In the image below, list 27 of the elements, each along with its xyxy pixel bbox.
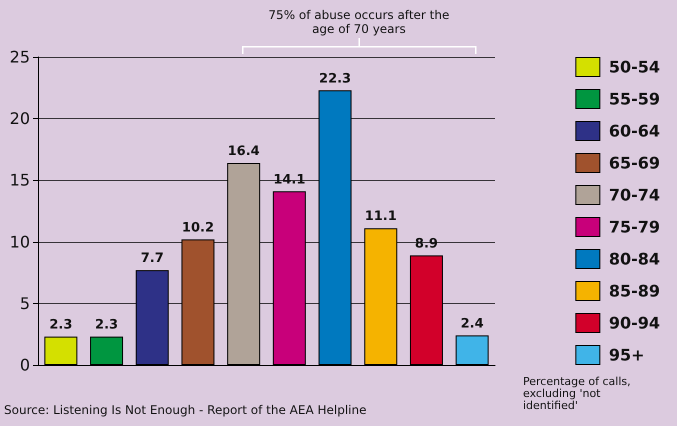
data-label: 10.2 bbox=[182, 220, 214, 236]
legend-label: 65-69 bbox=[608, 154, 660, 172]
data-label: 11.1 bbox=[364, 209, 397, 224]
text: 75% of abuse occurs after the age of 70 years bbox=[267, 8, 450, 36]
data-label: 16.4 bbox=[228, 144, 260, 159]
data-label: 2.3 bbox=[49, 318, 72, 333]
data-label: 2.4 bbox=[460, 316, 484, 332]
legend-label: 80-84 bbox=[608, 250, 660, 268]
legend-label: 75-79 bbox=[608, 218, 660, 236]
legend-label: 55-59 bbox=[608, 90, 660, 108]
y-tick-label: 10 bbox=[10, 232, 30, 252]
data-label: 7.7 bbox=[140, 251, 164, 266]
legend-label: 50-54 bbox=[608, 58, 660, 76]
legend-label: 90-94 bbox=[608, 314, 660, 332]
y-tick-label: 5 bbox=[20, 294, 30, 313]
y-tick-label: 0 bbox=[20, 356, 30, 374]
legend-label: 95+ bbox=[608, 346, 644, 364]
text: Percentage of calls, excluding 'not identified' bbox=[523, 375, 632, 412]
legend-label: 60-64 bbox=[608, 122, 660, 140]
legend-label: 85-89 bbox=[608, 282, 660, 300]
y-tick-label: 20 bbox=[10, 109, 30, 128]
data-label: 22.3 bbox=[319, 71, 352, 86]
data-label: 2.3 bbox=[95, 318, 118, 333]
legend-label: 70-74 bbox=[608, 186, 660, 204]
y-tick-label: 25 bbox=[10, 48, 30, 66]
source-note: Source: Listening Is Not Enough - Report of the AEA Helpline bbox=[4, 403, 366, 417]
y-tick-label: 15 bbox=[10, 170, 30, 190]
